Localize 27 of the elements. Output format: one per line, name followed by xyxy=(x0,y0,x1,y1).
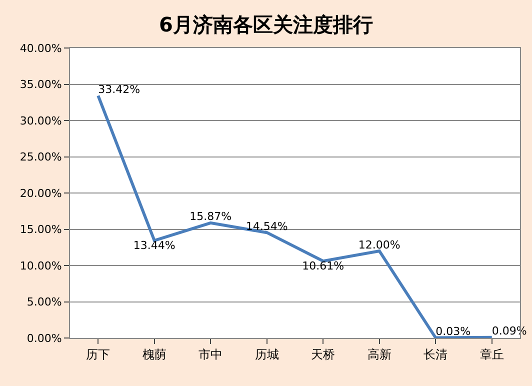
y-tick-label: 0.00% xyxy=(26,332,62,345)
data-label: 12.00% xyxy=(358,238,400,252)
x-tick-label: 历下 xyxy=(86,347,110,362)
data-label: 14.54% xyxy=(246,220,288,233)
y-tick-label: 35.00% xyxy=(20,78,62,92)
y-tick-label: 10.00% xyxy=(20,259,62,272)
x-tick-label: 章丘 xyxy=(480,347,504,362)
y-tick-label: 40.00% xyxy=(20,42,62,55)
x-tick-label: 历城 xyxy=(254,347,279,362)
x-tick-label: 高新 xyxy=(367,347,392,362)
data-label: 10.61% xyxy=(302,259,344,272)
y-tick-label: 5.00% xyxy=(26,296,62,309)
data-label: 0.09% xyxy=(492,324,527,338)
y-tick-label: 20.00% xyxy=(20,186,62,200)
chart-title: 6月济南各区关注度排行 xyxy=(159,12,373,36)
data-label: 15.87% xyxy=(190,210,232,224)
line-series xyxy=(96,94,494,338)
data-label: 0.03% xyxy=(436,325,471,338)
y-tick-label: 15.00% xyxy=(20,223,62,236)
data-label: 13.44% xyxy=(133,238,176,252)
y-tick-label: 30.00% xyxy=(20,114,62,128)
x-tick-label: 市中 xyxy=(198,347,223,362)
x-tick-label: 槐荫 xyxy=(142,347,166,362)
y-tick-label: 25.00% xyxy=(20,150,62,164)
x-tick-label: 长清 xyxy=(424,347,448,362)
data-label: 33.42% xyxy=(98,82,140,96)
x-tick-label: 天桥 xyxy=(311,347,336,362)
